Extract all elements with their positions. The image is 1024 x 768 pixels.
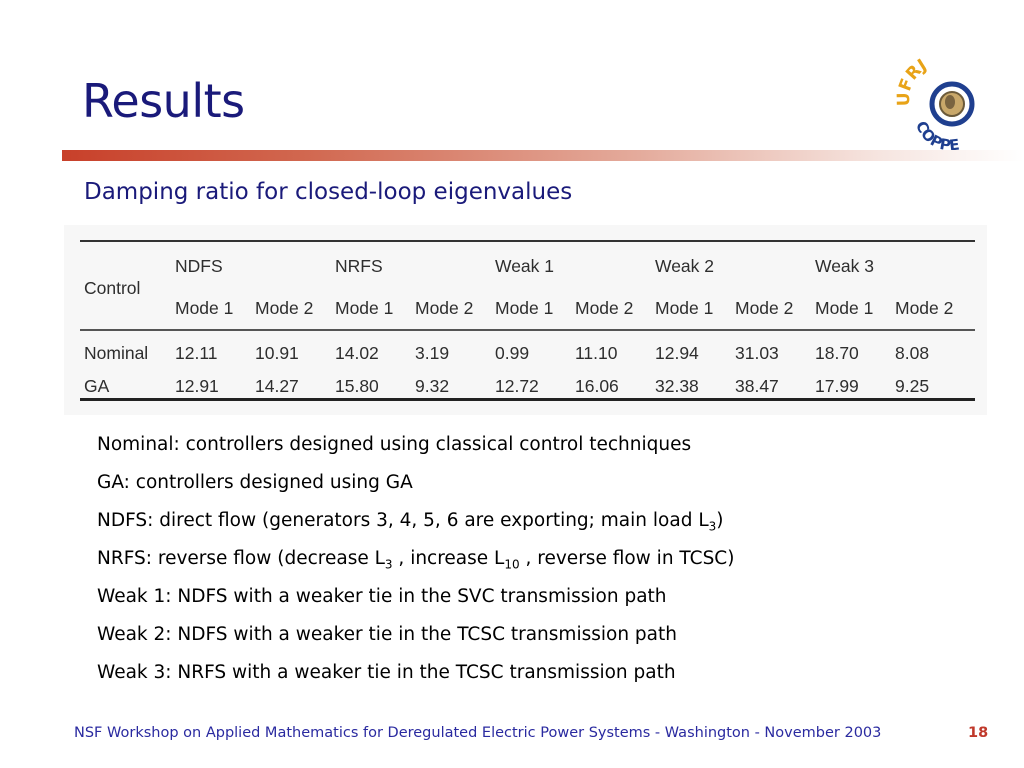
table-cell: 18.70	[815, 342, 859, 363]
table-cell: 32.38	[655, 375, 699, 396]
mode-header: Mode 2	[575, 297, 634, 318]
mode-header: Mode 2	[255, 297, 314, 318]
slide-footer: NSF Workshop on Applied Mathematics for …	[74, 725, 882, 741]
table-cell: 12.94	[655, 342, 699, 363]
mode-header: Mode 1	[335, 297, 394, 318]
table-cell: 14.02	[335, 342, 379, 363]
table-cell: 12.72	[495, 375, 539, 396]
table-cell: 31.03	[735, 342, 779, 363]
note-weak-2: Weak 2: NDFS with a weaker tie in the TC…	[97, 624, 677, 645]
damping-ratio-table: Control NDFS NRFS Weak 1 Weak 2 Weak 3 M…	[80, 240, 975, 402]
table-cell: 15.80	[335, 375, 379, 396]
note-nrfs: NRFS: reverse flow (decrease L3 , increa…	[97, 548, 735, 572]
note-ga: GA: controllers designed using GA	[97, 472, 413, 493]
ufrj-coppe-logo: UFRJ COPPE	[896, 55, 975, 154]
table-cell: 0.99	[495, 342, 530, 363]
definitions-list: Nominal: controllers designed using clas…	[97, 432, 734, 698]
table-cell: 9.32	[415, 375, 450, 396]
table-cell: 17.99	[815, 375, 859, 396]
note-weak-3: Weak 3: NRFS with a weaker tie in the TC…	[97, 662, 676, 683]
row-label: GA	[84, 375, 110, 396]
table-cell: 10.91	[255, 342, 299, 363]
table-row-ga: GA 12.91 14.27 15.80 9.32 12.72 16.06 32…	[80, 370, 975, 402]
mode-header: Mode 1	[655, 297, 714, 318]
mode-header: Mode 2	[735, 297, 794, 318]
table-cell: 14.27	[255, 375, 299, 396]
group-ndfs: NDFS	[175, 255, 223, 276]
mode-header: Mode 1	[495, 297, 554, 318]
table-group-header-row: Control NDFS NRFS Weak 1 Weak 2 Weak 3	[80, 240, 975, 298]
table-bottom-rule	[80, 398, 975, 401]
table-cell: 3.19	[415, 342, 450, 363]
mode-header: Mode 2	[895, 297, 954, 318]
mode-header: Mode 1	[175, 297, 234, 318]
row-header-control: Control	[84, 277, 141, 298]
table-cell: 16.06	[575, 375, 619, 396]
table-cell: 38.47	[735, 375, 779, 396]
group-nrfs: NRFS	[335, 255, 383, 276]
group-weak-3: Weak 3	[815, 255, 875, 276]
page-number: 18	[968, 725, 989, 741]
results-table-image: Control NDFS NRFS Weak 1 Weak 2 Weak 3 M…	[64, 225, 987, 415]
table-cell: 12.11	[175, 342, 218, 363]
table-cell: 12.91	[175, 375, 219, 396]
mode-header: Mode 2	[415, 297, 474, 318]
note-weak-1: Weak 1: NDFS with a weaker tie in the SV…	[97, 586, 667, 607]
group-weak-1: Weak 1	[495, 255, 555, 276]
logo-top-text: UFRJ	[896, 55, 930, 106]
table-row-nominal: Nominal 12.11 10.91 14.02 3.19 0.99 11.1…	[80, 330, 975, 370]
svg-text:UFRJ: UFRJ	[896, 55, 930, 106]
slide-subtitle: Damping ratio for closed-loop eigenvalue…	[84, 179, 573, 205]
note-nominal: Nominal: controllers designed using clas…	[97, 434, 692, 455]
note-ndfs: NDFS: direct flow (generators 3, 4, 5, 6…	[97, 510, 724, 534]
table-cell: 11.10	[575, 342, 618, 363]
table-cell: 8.08	[895, 342, 930, 363]
table-middle-rule	[80, 329, 975, 331]
table-top-rule	[80, 240, 975, 242]
group-weak-2: Weak 2	[655, 255, 715, 276]
title-underline	[62, 150, 1024, 161]
slide-title: Results	[82, 74, 245, 128]
table-mode-header-row: Mode 1 Mode 2 Mode 1 Mode 2 Mode 1 Mode …	[80, 286, 975, 330]
table-cell: 9.25	[895, 375, 930, 396]
row-label: Nominal	[84, 342, 149, 363]
mode-header: Mode 1	[815, 297, 874, 318]
